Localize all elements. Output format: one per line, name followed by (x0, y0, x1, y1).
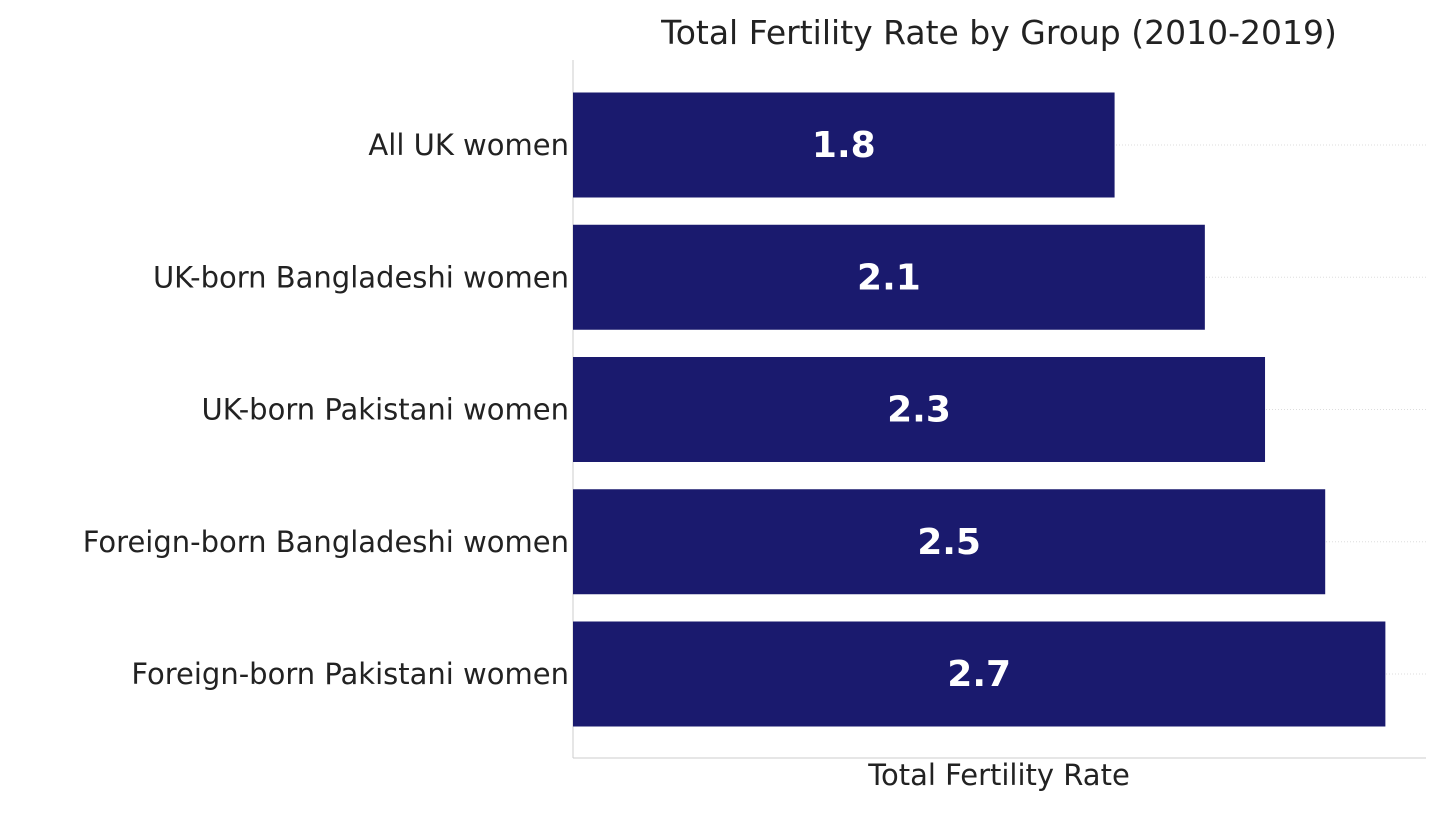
category-label: All UK women (368, 128, 569, 162)
bar (573, 224, 1205, 330)
value-labels: 1.8 2.1 2.3 2.5 2.7 (812, 125, 1011, 695)
category-label: UK-born Bangladeshi women (153, 260, 569, 294)
chart-title: Total Fertility Rate by Group (2010-2019… (660, 13, 1337, 52)
bar (573, 357, 1266, 462)
data-label: 2.5 (917, 522, 981, 563)
category-labels: All UK women UK-born Bangladeshi women UK-… (83, 128, 569, 691)
data-label: 2.7 (947, 654, 1011, 695)
category-label: UK-born Pakistani women (202, 393, 569, 427)
data-label: 1.8 (812, 125, 876, 166)
bars (573, 92, 1386, 727)
bar (573, 92, 1115, 198)
x-axis-label: Total Fertility Rate (867, 758, 1130, 792)
category-label: Foreign-born Bangladeshi women (83, 525, 569, 559)
data-label: 2.3 (887, 390, 951, 431)
bar (573, 489, 1326, 595)
category-label: Foreign-born Pakistani women (131, 657, 569, 691)
bar (573, 621, 1386, 727)
data-label: 2.1 (857, 257, 921, 298)
